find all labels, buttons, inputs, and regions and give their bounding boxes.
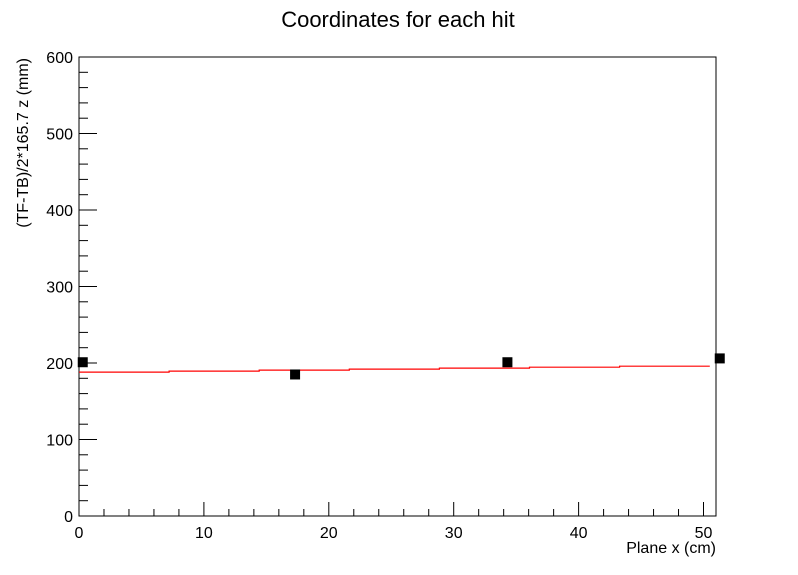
y-tick-label: 100 <box>46 433 73 450</box>
x-tick-label: 10 <box>195 525 213 542</box>
x-tick-label: 50 <box>695 525 713 542</box>
y-tick-label: 0 <box>64 509 73 526</box>
x-tick-label: 20 <box>320 525 338 542</box>
y-tick-label: 600 <box>46 50 73 67</box>
data-point <box>290 369 301 380</box>
fit-line <box>79 365 710 373</box>
y-axis-label: (TF-TB)/2*165.7 z (mm) <box>15 58 32 228</box>
data-point <box>77 357 88 368</box>
data-point <box>714 353 725 364</box>
data-point <box>502 357 513 368</box>
x-tick-label: 30 <box>445 525 463 542</box>
y-tick-label: 500 <box>46 127 73 144</box>
y-tick-label: 400 <box>46 203 73 220</box>
points-group <box>77 353 725 380</box>
y-tick-label: 300 <box>46 280 73 297</box>
chart-title: Coordinates for each hit <box>281 7 515 32</box>
x-axis-label: Plane x (cm) <box>626 540 716 557</box>
fit-line-group <box>79 365 710 373</box>
x-tick-label: 40 <box>570 525 588 542</box>
x-axis: 0 10 20 30 40 50 <box>75 502 713 542</box>
x-tick-label: 0 <box>75 525 84 542</box>
y-axis: 0 100 200 300 400 500 600 <box>46 50 97 526</box>
y-tick-label: 200 <box>46 356 73 373</box>
